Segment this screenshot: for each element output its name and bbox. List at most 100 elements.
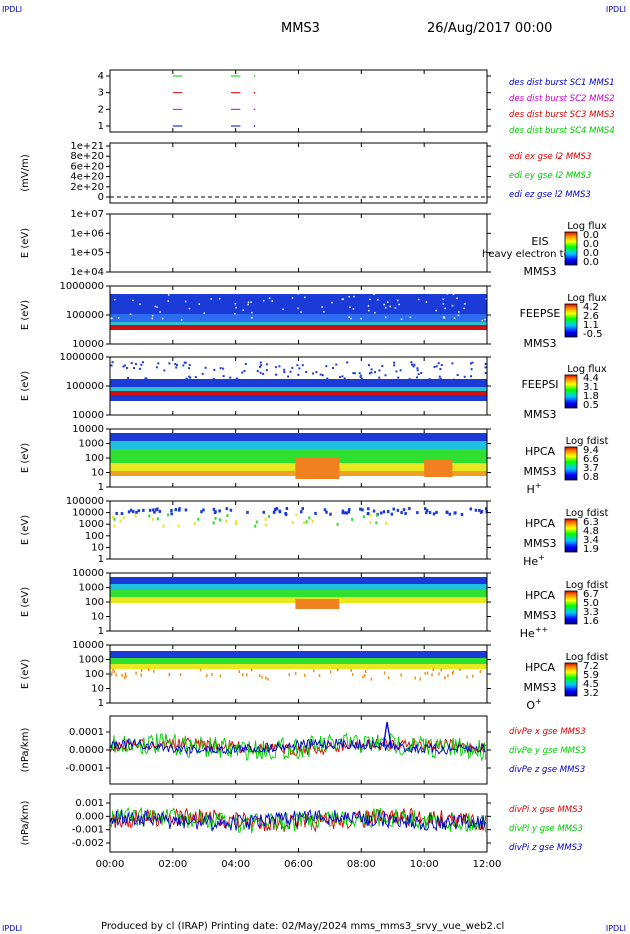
spacecraft-label: MMS3: [524, 537, 557, 550]
spectrogram-speck: [338, 385, 341, 388]
colorbar: [564, 518, 578, 553]
spectrogram-speck: [199, 668, 202, 672]
spectrogram-speck: [184, 300, 187, 303]
spectrogram-speck: [122, 516, 125, 520]
spectrogram-speck: [301, 507, 304, 511]
spectrogram-speck: [438, 672, 440, 676]
x-tick-label: 02:00: [158, 859, 187, 870]
spectrogram-speck: [321, 306, 323, 308]
spectrogram-speck: [402, 508, 406, 512]
spectrogram-speck: [437, 362, 440, 365]
spectrogram-speck: [138, 381, 141, 384]
spectrogram-speck: [197, 517, 200, 521]
spectrogram-speck: [218, 509, 221, 513]
y-tick-label: 0: [98, 192, 104, 203]
spectrogram-speck: [127, 376, 130, 379]
spectrogram-speck: [321, 374, 324, 377]
spacecraft-label: MMS3: [524, 609, 557, 622]
spectrogram-band: [110, 325, 487, 330]
colorbar-tick: 1.1: [583, 320, 599, 331]
spectrogram-speck: [456, 374, 459, 377]
spectrogram-speck: [368, 364, 371, 367]
y-tick-label: 100000: [66, 496, 104, 507]
spectrogram-speck: [235, 377, 238, 380]
species-name: He: [520, 627, 535, 640]
spectrogram-speck: [351, 517, 354, 521]
spectrogram-speck: [274, 507, 277, 511]
spectrogram-speck: [156, 306, 158, 308]
spectrogram-speck: [219, 367, 222, 370]
spectrogram-speck: [387, 510, 390, 514]
colorbar-tick: 0.5: [583, 400, 599, 411]
colorbar-tick: 6.3: [583, 517, 599, 528]
colorbar-tick: 3.3: [583, 607, 599, 618]
spectrogram-speck: [442, 303, 445, 305]
y-tick-label: 1e+06: [70, 228, 104, 239]
spectrogram-speck: [238, 670, 241, 674]
spectrogram-speck: [110, 673, 113, 677]
spectrogram-speck: [424, 671, 427, 675]
spectrogram-speck: [132, 299, 134, 302]
spectrogram-speck: [113, 517, 116, 521]
spectrogram-speck: [348, 316, 350, 318]
y-tick-label: -0.0001: [65, 763, 104, 774]
spectrogram-speck: [272, 510, 276, 514]
spectrogram-speck: [201, 372, 204, 375]
spectrogram-speck: [457, 314, 460, 317]
spectrogram-speck: [375, 513, 378, 517]
spectrogram-speck: [161, 317, 164, 320]
y-axis-label: (mV/m): [20, 154, 31, 192]
spectrogram-speck: [377, 299, 379, 301]
species-charge: +: [535, 481, 542, 490]
spectrogram-speck: [369, 521, 372, 525]
spectrogram-speck: [359, 375, 362, 378]
spectrogram-speck: [312, 372, 315, 375]
spectrogram-speck: [162, 524, 165, 528]
colorbar-tick: -0.5: [583, 329, 603, 340]
y-tick-label: 1e+04: [70, 267, 104, 278]
spectrogram-feature: [295, 457, 340, 479]
spectrogram-speck: [137, 509, 141, 513]
spectrogram-speck: [341, 375, 344, 378]
spectrogram-speck: [331, 381, 334, 384]
spacecraft-title: MMS3: [281, 21, 320, 36]
spectrogram-speck: [341, 511, 345, 515]
spectrogram-speck: [188, 367, 191, 370]
spectrogram-speck: [174, 508, 178, 512]
spectrogram-band: [110, 322, 487, 327]
spectrogram-speck: [133, 366, 136, 369]
y-tick-label: 1000: [79, 439, 104, 450]
spectrogram-speck: [395, 370, 398, 373]
colorbar-tick: 0.0: [583, 230, 599, 241]
spectrogram-speck: [369, 298, 371, 301]
burst-point: [253, 91, 256, 94]
spectrogram-speck: [351, 673, 354, 677]
colorbar-tick: 2.6: [583, 311, 599, 322]
spectrogram-speck: [262, 372, 265, 375]
panel-hpca_o: 10000 1000 100 10 1 E (eV) HPCA MMS3 O+ Log fdist…: [20, 640, 608, 712]
spectrogram-speck: [132, 510, 135, 514]
spectrogram-speck: [303, 673, 306, 677]
spectrogram-speck: [331, 301, 333, 304]
spectrogram-speck: [332, 367, 335, 370]
spectrogram-speck: [291, 521, 294, 525]
spectrogram-speck: [409, 316, 412, 319]
spectrogram-speck: [183, 361, 186, 364]
spectrogram-speck: [274, 383, 277, 386]
spectrogram-speck: [400, 673, 402, 677]
spectrogram-speck: [448, 512, 451, 516]
y-tick-label: 8e+20: [70, 151, 104, 162]
colorbar-title: Log flux: [567, 364, 607, 375]
spectrogram-speck: [241, 371, 244, 374]
spectrogram-speck: [155, 366, 158, 369]
y-tick-label: 1: [98, 698, 104, 709]
spectrogram-speck: [140, 668, 143, 672]
species-name: H: [527, 483, 535, 496]
spectrogram-speck: [167, 294, 170, 296]
spectrogram-speck: [120, 512, 124, 516]
spectrogram-speck: [453, 378, 456, 381]
spectrogram-speck: [235, 519, 238, 523]
spectrogram-speck: [435, 510, 438, 514]
spectrogram-speck: [400, 511, 403, 515]
spectrogram-speck: [384, 306, 387, 309]
